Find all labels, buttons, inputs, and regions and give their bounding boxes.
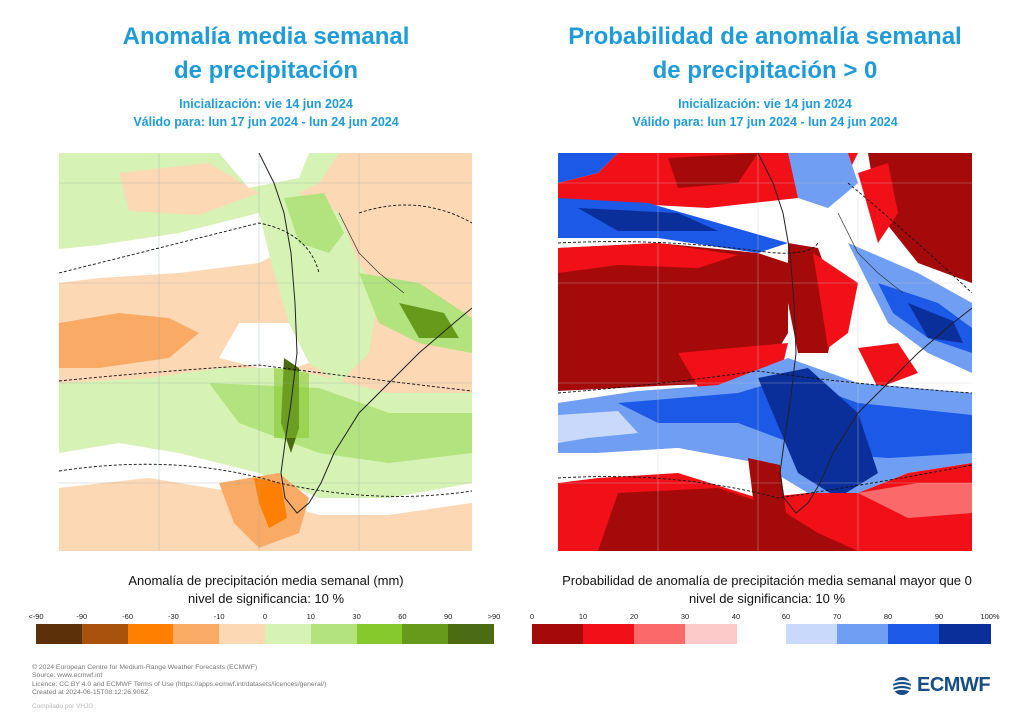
right-caption: Probabilidad de anomalía de precipitació… [520, 572, 1014, 608]
left-caption-title: Anomalía de precipitación media semanal … [128, 573, 404, 588]
left-anomaly-map [59, 153, 472, 551]
colorbar-swatch [837, 624, 889, 644]
colorbar-tick-label: 10 [306, 612, 315, 621]
colorbar-tick-label: -90 [76, 612, 88, 621]
colorbar-tick-label: 60 [781, 612, 791, 621]
footer-source: Source: www.ecmwf.int [32, 672, 103, 680]
colorbar-tick-label: 90 [444, 612, 453, 621]
left-significance-note: nivel de significancia: 10 % [187, 591, 345, 606]
colorbar-tick-label: 90 [934, 612, 944, 621]
colorbar-tick-label: 10 [578, 612, 588, 621]
ecmwf-logo: ECMWF [890, 674, 991, 697]
colorbar-tick-label: 20 [629, 612, 639, 621]
colorbar-swatch [685, 624, 737, 644]
footer-copyright: © 2024 European Centre for Medium-Range … [32, 664, 258, 671]
left-valid-range: Válido para: lun 17 jun 2024 - lun 24 ju… [133, 115, 399, 129]
right-probability-map [558, 153, 972, 551]
colorbar-swatch [36, 624, 83, 644]
left-title: Anomalía media semanal de precipitación [60, 20, 472, 88]
right-title-line1: Probabilidad de anomalía semanal [568, 23, 962, 50]
left-colorbar [36, 624, 495, 644]
colorbar-tick-label: 0 [262, 612, 268, 621]
left-title-line2: de precipitación [173, 57, 359, 84]
colorbar-swatch [583, 624, 635, 644]
right-significance-note: nivel de significancia: 10 % [688, 591, 846, 606]
left-colorbar-ticks: <-90 -90 -60 -30 -10 0 10 30 60 90 >90 [28, 612, 500, 622]
right-title: Probabilidad de anomalía semanal de prec… [556, 20, 974, 88]
colorbar-tick-label: 80 [883, 612, 893, 621]
compiled-by: Compilado por VHJG [32, 703, 94, 710]
footer-credits: © 2024 European Centre for Medium-Range … [32, 664, 326, 697]
right-colorbar-low [532, 624, 737, 644]
colorbar-tick-label: 100% [980, 612, 1000, 621]
colorbar-swatch [448, 624, 495, 644]
left-init-date: Inicialización: vie 14 jun 2024 [179, 97, 353, 111]
right-title-line2: de precipitación > 0 [652, 57, 878, 84]
ecmwf-logo-icon [892, 676, 912, 695]
colorbar-tick-label: 70 [832, 612, 842, 621]
ecmwf-logo-text: ECMWF [917, 674, 991, 696]
colorbar-swatch [402, 624, 449, 644]
right-subtitle: Inicialización: vie 14 jun 2024 Válido p… [556, 95, 974, 131]
colorbar-tick-label: 0 [529, 612, 535, 621]
colorbar-tick-label: >90 [487, 612, 501, 621]
right-colorbar-ticks-high: 60 70 80 90 100% [782, 612, 1000, 622]
colorbar-swatch [127, 624, 174, 644]
left-subtitle: Inicialización: vie 14 jun 2024 Válido p… [60, 95, 472, 131]
footer-licence: Licence: CC BY 4.0 and ECMWF Terms of Us… [32, 680, 327, 688]
left-caption: Anomalía de precipitación media semanal … [60, 572, 472, 608]
colorbar-swatch [173, 624, 220, 644]
colorbar-tick-label: -10 [213, 612, 225, 621]
colorbar-swatch [939, 624, 991, 644]
right-colorbar-high [786, 624, 991, 644]
left-title-line1: Anomalía media semanal [122, 23, 410, 50]
colorbar-swatch [219, 624, 266, 644]
right-caption-title: Probabilidad de anomalía de precipitació… [562, 573, 972, 588]
footer-created: Created at 2024-06-15T08:12:26.906Z [32, 688, 149, 696]
colorbar-swatch [265, 624, 312, 644]
right-valid-range: Válido para: lun 17 jun 2024 - lun 24 ju… [632, 115, 898, 129]
colorbar-tick-label: <-90 [28, 612, 44, 621]
colorbar-swatch [310, 624, 358, 644]
colorbar-tick-label: 30 [352, 612, 361, 621]
colorbar-swatch [81, 624, 129, 644]
colorbar-swatch [532, 624, 584, 644]
colorbar-swatch [356, 624, 403, 644]
colorbar-swatch [634, 624, 686, 644]
colorbar-tick-label: -30 [167, 612, 179, 621]
colorbar-swatch [786, 624, 838, 644]
colorbar-swatch [888, 624, 940, 644]
right-init-date: Inicialización: vie 14 jun 2024 [678, 97, 852, 111]
colorbar-tick-label: 30 [680, 612, 690, 621]
right-colorbar-ticks-low: 0 10 20 30 40 [529, 612, 740, 622]
colorbar-tick-label: -60 [122, 612, 134, 621]
colorbar-tick-label: 60 [398, 612, 407, 621]
colorbar-tick-label: 40 [731, 612, 741, 621]
